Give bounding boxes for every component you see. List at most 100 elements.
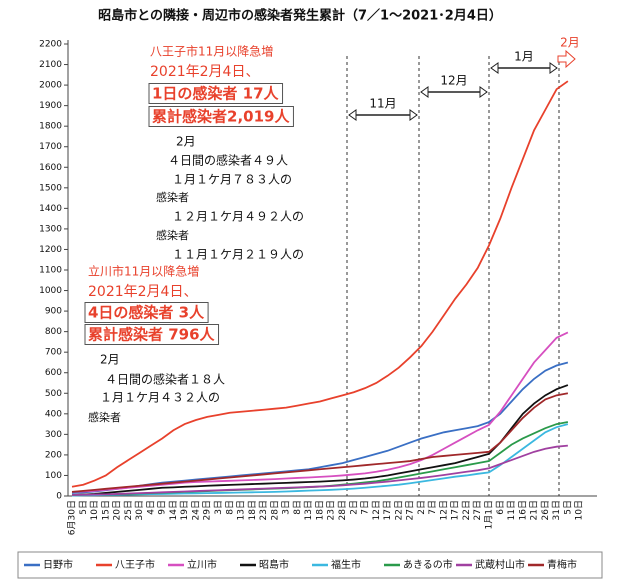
legend-label: 日野市 (43, 558, 73, 571)
x-tick-label: 2日 (416, 500, 427, 515)
annotation: 2月 (176, 135, 196, 149)
annotation: １１月１ケ月２１９人の (172, 248, 304, 262)
x-tick-label: 18日 (314, 500, 325, 520)
annotation: 2021年2月4日、 (150, 64, 259, 80)
x-tick-label: 6日 (495, 500, 506, 515)
series-line (71, 331, 569, 493)
y-tick-label: 2200 (39, 40, 62, 50)
x-tick-label: 12日 (371, 500, 382, 520)
y-tick-label: 900 (45, 307, 62, 317)
period-arrow (557, 49, 576, 69)
y-tick-label: 1500 (39, 183, 62, 193)
annotation: １月１ケ月４３２人の (100, 391, 220, 405)
y-tick-label: 100 (45, 471, 62, 481)
x-tick-label: 8日 (224, 500, 235, 515)
x-tick-label: 14日 (168, 500, 179, 520)
legend-label: あきるの市 (403, 558, 453, 571)
y-tick-label: 1000 (39, 286, 62, 296)
x-tick-label: 4日 (145, 500, 156, 515)
x-tick-label: 19日 (179, 500, 190, 520)
y-tick-label: 600 (45, 368, 62, 378)
annotation: 累計感染者 796人 (88, 326, 216, 344)
chart-title: 昭島市との隣接・周辺市の感染者発生累計（7／1～2021･2月4日） (98, 8, 502, 24)
legend-label: 青梅市 (547, 558, 577, 571)
y-tick-label: 400 (45, 409, 62, 419)
y-tick-label: 800 (45, 327, 62, 337)
legend-label: 八王子市 (115, 558, 155, 571)
y-tick-label: 1900 (39, 101, 62, 111)
x-tick-label: 11日 (506, 500, 517, 520)
y-tick-label: 1300 (39, 224, 62, 234)
annotation-box (148, 83, 284, 104)
annotation-box (84, 324, 220, 345)
x-tick-label: 28日 (337, 500, 348, 520)
arrow-head (348, 109, 418, 121)
x-tick-label: 8日 (292, 500, 303, 515)
x-tick-label: 23日 (326, 500, 337, 520)
x-tick-label: 22日 (461, 500, 472, 520)
annotation: 感染者 (156, 190, 189, 204)
period-label: 1月 (514, 50, 534, 64)
x-tick-label: 31日 (551, 500, 562, 520)
x-tick-label: 3日 (213, 500, 224, 515)
x-tick-label: 7日 (360, 500, 371, 515)
x-tick-label: 30日 (134, 500, 145, 520)
y-tick-label: 200 (45, 450, 62, 460)
annotation: 感染者 (156, 228, 189, 242)
y-tick-label: 0 (56, 492, 62, 502)
annotation: １月１ケ月７８３人の (172, 173, 292, 187)
series-line (71, 80, 569, 488)
y-tick-label: 2100 (39, 60, 62, 70)
x-tick-label: 12日 (438, 500, 449, 520)
period-label: 11月 (369, 97, 396, 111)
x-tick-label: 21日 (529, 500, 540, 520)
x-tick-label: 2日 (348, 500, 359, 515)
x-tick-label: 22日 (393, 500, 404, 520)
arrow-head (420, 86, 488, 98)
period-label: 12月 (440, 74, 467, 88)
x-tick-label: 6月30日 (67, 500, 78, 535)
y-tick-label: 1800 (39, 122, 62, 132)
annotation: ４日間の感染者４９人 (168, 153, 288, 168)
x-tick-label: 28日 (269, 500, 280, 520)
y-tick-label: 500 (45, 389, 62, 399)
series-line (71, 423, 569, 497)
arrow-head (490, 62, 558, 74)
x-tick-label: 15日 (100, 500, 111, 520)
y-tick-label: 1200 (39, 245, 62, 255)
annotation: １２月１ケ月４９２人の (172, 210, 304, 224)
x-tick-label: 3日 (281, 500, 292, 515)
x-tick-label: 10日 (574, 500, 585, 520)
legend-label: 武蔵村山市 (475, 558, 525, 571)
x-tick-label: 26日 (540, 500, 551, 520)
annotation-box (148, 106, 294, 127)
x-tick-label: 25日 (123, 500, 134, 520)
y-tick-label: 700 (45, 348, 62, 358)
x-tick-label: 16日 (517, 500, 528, 520)
x-tick-label: 9日 (157, 500, 168, 515)
x-tick-label: 10日 (89, 500, 100, 520)
x-tick-label: 17日 (382, 500, 393, 520)
x-tick-label: 29日 (202, 500, 213, 520)
x-tick-label: 7日 (427, 500, 438, 515)
y-tick-label: 300 (45, 430, 62, 440)
x-tick-label: 27日 (472, 500, 483, 520)
x-tick-label: 27日 (405, 500, 416, 520)
y-tick-label: 1100 (39, 266, 62, 276)
x-tick-label: 5日 (78, 500, 89, 515)
legend-label: 立川市 (187, 558, 217, 571)
annotation: ４日間の感染者１８人 (105, 372, 225, 387)
annotation: 累計感染者2,019人 (152, 108, 290, 126)
y-tick-label: 1700 (39, 142, 62, 152)
legend-label: 昭島市 (259, 558, 289, 571)
x-tick-label: 23日 (258, 500, 269, 520)
y-tick-label: 2000 (39, 81, 62, 91)
legend-frame (17, 551, 603, 579)
period-label: 2月 (560, 36, 580, 50)
annotation: 1日の感染者 17人 (152, 85, 280, 103)
x-tick-label: 13日 (236, 500, 247, 520)
annotation: 2月 (100, 353, 120, 367)
series-line (71, 444, 568, 496)
y-tick-label: 1600 (39, 163, 62, 173)
